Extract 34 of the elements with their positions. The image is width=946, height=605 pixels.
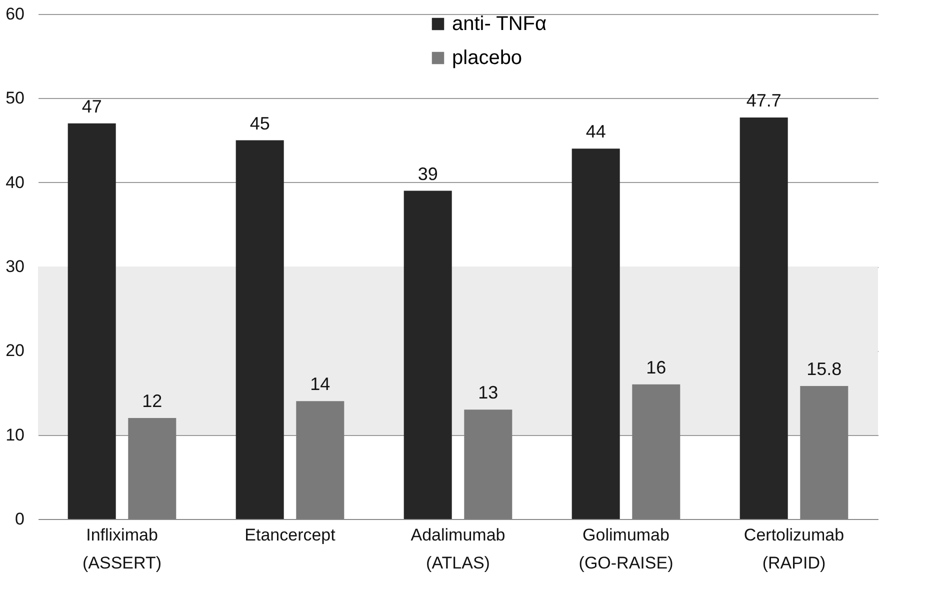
x-tick-label: Etancercept (244, 526, 336, 544)
bar (572, 148, 620, 519)
legend-label: anti- TNFα (452, 13, 547, 35)
bar (296, 401, 344, 519)
x-tick-label: Certolizumab (RAPID) (744, 526, 844, 572)
bar (68, 123, 116, 519)
bar (464, 410, 512, 519)
y-tick-label: 30 (6, 257, 24, 276)
bar (404, 190, 452, 519)
bar (128, 418, 176, 519)
y-tick-label: 50 (6, 88, 24, 108)
data-label: 39 (418, 164, 438, 184)
data-label: 45 (250, 113, 270, 134)
bar (740, 118, 788, 519)
data-label: 47 (82, 96, 102, 116)
data-label: 15.8 (806, 359, 842, 380)
data-label: 13 (478, 382, 498, 403)
data-label: 14 (310, 374, 330, 394)
y-tick-label: 40 (6, 172, 24, 192)
data-label: 12 (142, 391, 162, 411)
data-label: 47.7 (746, 90, 782, 111)
x-tick-label: Infliximab (ASSERT) (82, 526, 162, 572)
data-label: 44 (586, 122, 606, 142)
x-tick-label: Golimumab (GO-RAISE) (578, 526, 674, 572)
y-tick-label: 20 (6, 341, 24, 360)
data-label: 16 (646, 357, 666, 378)
y-tick-label: 60 (6, 4, 24, 24)
bar (800, 386, 848, 519)
x-tick-label: Adalimumab (ATLAS) (410, 526, 506, 572)
bar (236, 140, 284, 519)
bar (632, 384, 680, 519)
y-tick-label: 0 (15, 510, 24, 528)
y-tick-label: 10 (6, 425, 24, 444)
legend-label: placebo (452, 47, 522, 69)
